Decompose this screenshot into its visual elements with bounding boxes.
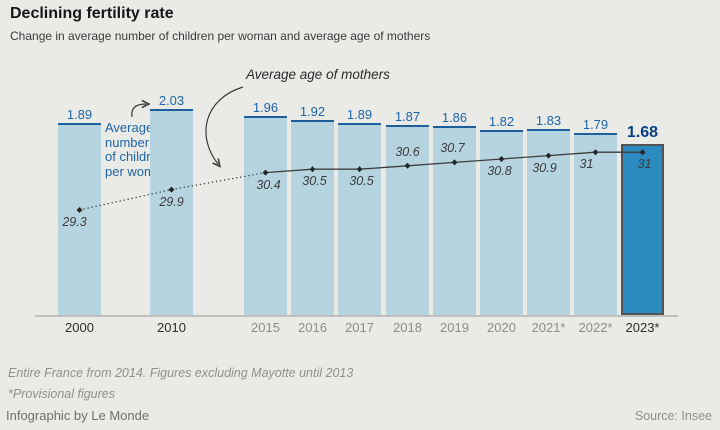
bar-value-label: 1.89 [66,107,93,123]
age-point-label: 30.9 [532,160,557,175]
bar-value-label: 1.68 [626,123,659,141]
x-axis-label-2023*: 2023* [625,320,660,335]
annotation-arrow-age [205,86,244,168]
x-axis-label-2021*: 2021* [531,320,566,335]
x-axis-label-2022*: 2022* [578,320,613,335]
bar-value-label: 1.82 [488,114,515,130]
bar-2017 [338,123,381,315]
page-subtitle: Change in average number of children per… [10,29,431,43]
age-point-label: 30.8 [487,164,512,178]
byline: Infographic by Le Monde [6,408,150,423]
age-point-label: 31 [637,157,652,172]
bar-2020 [480,130,523,315]
x-axis-label-2015: 2015 [251,320,280,335]
bar-2000 [58,123,101,315]
bar-2015 [244,116,287,315]
age-point-label: 30.7 [440,141,465,156]
page-title: Declining fertility rate [10,5,174,22]
age-point-label: 29.9 [159,194,184,209]
bar-value-label: 1.92 [299,104,326,120]
age-point-label: 30.5 [349,174,374,189]
x-axis-label-2010: 2010 [157,320,186,335]
footnote-provisional: *Provisional figures [8,387,115,401]
x-axis-label-2017: 2017 [345,320,374,335]
age-point-label: 30.4 [256,177,281,192]
age-line-annotation: Average age of mothers [246,67,390,82]
bar-value-label: 1.89 [346,107,373,123]
x-axis-line [35,315,678,317]
footnote-coverage: Entire France from 2014. Figures excludi… [8,366,354,380]
bar-value-label: 1.86 [441,110,468,126]
bar-value-label: 1.87 [394,109,421,125]
bar-value-label: 1.79 [582,117,609,133]
age-point-label: 29.3 [62,215,87,229]
x-axis-label-2000: 2000 [65,320,94,335]
age-point-label: 30.5 [302,174,327,189]
bar-value-label: 1.96 [252,100,279,116]
x-axis-label-2016: 2016 [298,320,327,335]
source-credit: Source: Insee [634,409,712,423]
age-point-label: 30.6 [395,144,420,159]
bar-2016 [291,120,334,315]
bar-2010 [150,108,193,315]
x-axis-label-2019: 2019 [440,320,469,335]
x-axis-label-2018: 2018 [393,320,422,335]
bar-value-label: 1.83 [535,113,562,129]
age-point-label: 31 [579,157,594,172]
x-axis-label-2020: 2020 [487,320,516,335]
bar-value-label: 2.03 [158,92,185,108]
